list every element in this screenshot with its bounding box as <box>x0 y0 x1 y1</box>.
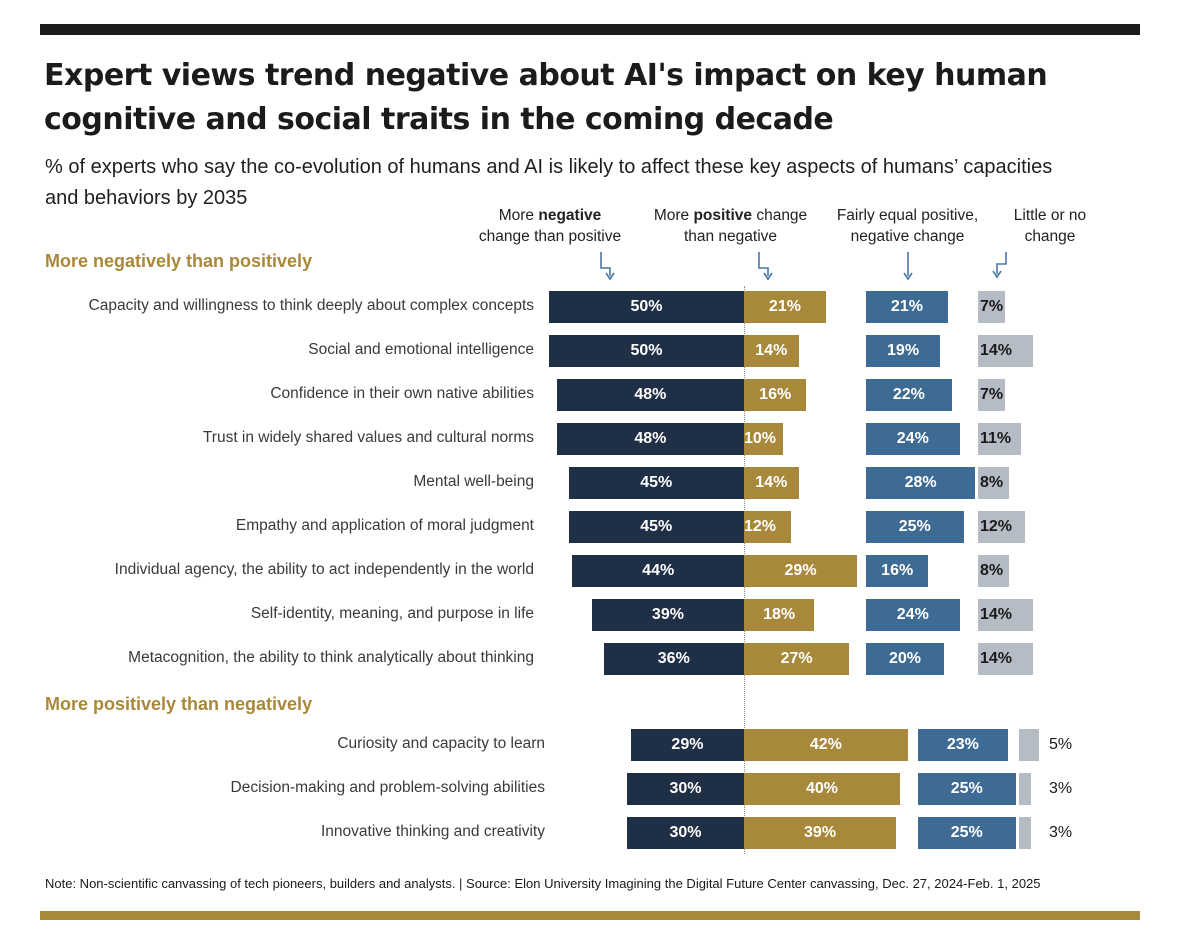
group-heading: More negatively than positively <box>45 251 313 271</box>
bar-little <box>1019 817 1031 849</box>
source-note: Note: Non-scientific canvassing of tech … <box>45 876 1041 891</box>
row-label: Individual agency, the ability to act in… <box>114 561 534 578</box>
bar-little: 12% <box>978 511 1025 543</box>
column-header-positive: More positive change than negative <box>653 207 808 245</box>
row-label: Social and emotional intelligence <box>308 341 534 358</box>
bar-equal: 16% <box>866 555 929 587</box>
bar-equal: 19% <box>866 335 941 367</box>
top-rule <box>40 24 1140 35</box>
bar-equal: 28% <box>866 467 976 499</box>
bar-little <box>1019 729 1039 761</box>
row-label: Self-identity, meaning, and purpose in l… <box>250 605 534 622</box>
bar-little: 8% <box>978 467 1010 499</box>
row-label: Confidence in their own native abilities <box>270 385 534 402</box>
bar-positive: 21% <box>744 291 826 323</box>
bar-positive: 12% <box>744 511 791 543</box>
bar-equal: 21% <box>866 291 948 323</box>
bar-little-label: 3% <box>1049 780 1073 797</box>
chart-subtitle: % of experts who say the co-evolution of… <box>45 156 1053 209</box>
bar-negative: 45% <box>568 467 744 499</box>
column-header-little: Little or no change <box>1013 207 1087 245</box>
bar-little <box>1019 773 1031 805</box>
group-heading: More positively than negatively <box>45 694 313 714</box>
bar-negative: 30% <box>627 817 744 849</box>
row-label: Trust in widely shared values and cultur… <box>202 429 534 446</box>
bar-positive: 16% <box>744 379 807 411</box>
bar-positive: 39% <box>744 817 897 849</box>
bar-little: 14% <box>978 335 1033 367</box>
bar-little: 8% <box>978 555 1010 587</box>
arrow-positive-icon <box>758 252 773 281</box>
bar-little: 11% <box>978 423 1021 455</box>
column-header-equal: Fairly equal positive, negative change <box>836 207 979 245</box>
row-label: Mental well-being <box>413 473 534 490</box>
bar-negative: 44% <box>572 555 744 587</box>
bar-positive: 29% <box>744 555 858 587</box>
bar-positive: 27% <box>744 643 850 675</box>
bar-positive: 14% <box>744 335 799 367</box>
arrow-little-icon <box>992 252 1007 279</box>
bar-equal: 25% <box>918 817 1016 849</box>
bar-equal: 20% <box>866 643 944 675</box>
row-label: Empathy and application of moral judgmen… <box>235 517 534 534</box>
bar-positive: 14% <box>744 467 799 499</box>
arrow-negative-icon <box>600 252 615 281</box>
bar-equal: 25% <box>918 773 1016 805</box>
bar-equal: 24% <box>866 599 960 631</box>
row-label: Metacognition, the ability to think anal… <box>128 649 534 666</box>
bar-equal: 24% <box>866 423 960 455</box>
arrow-equal-icon <box>903 252 913 281</box>
bar-little: 7% <box>978 379 1006 411</box>
bar-equal: 22% <box>866 379 952 411</box>
row-label: Decision-making and problem-solving abil… <box>230 779 545 796</box>
bar-equal: 25% <box>866 511 964 543</box>
bar-negative: 39% <box>591 599 744 631</box>
row-label: Innovative thinking and creativity <box>320 823 545 840</box>
bottom-rule <box>40 911 1140 920</box>
bar-negative: 36% <box>603 643 744 675</box>
bar-negative: 50% <box>549 335 744 367</box>
bar-little: 7% <box>978 291 1006 323</box>
bar-positive: 42% <box>744 729 908 761</box>
bar-negative: 48% <box>556 423 744 455</box>
bar-negative: 29% <box>630 729 744 761</box>
bar-negative: 50% <box>549 291 744 323</box>
bar-little-label: 5% <box>1049 736 1073 753</box>
bar-positive: 18% <box>744 599 815 631</box>
bar-equal: 23% <box>918 729 1008 761</box>
bar-positive: 40% <box>744 773 900 805</box>
row-label: Capacity and willingness to think deeply… <box>88 297 534 314</box>
bar-positive: 10% <box>744 423 783 455</box>
column-header-negative: More negative change than positive <box>478 207 622 245</box>
bar-negative: 45% <box>568 511 744 543</box>
bar-negative: 30% <box>627 773 744 805</box>
bar-little: 14% <box>978 599 1033 631</box>
bar-little: 14% <box>978 643 1033 675</box>
bar-negative: 48% <box>556 379 744 411</box>
bar-little-label: 3% <box>1049 824 1073 841</box>
chart-title: Expert views trend negative about AI's i… <box>44 58 1048 137</box>
row-label: Curiosity and capacity to learn <box>337 735 545 752</box>
